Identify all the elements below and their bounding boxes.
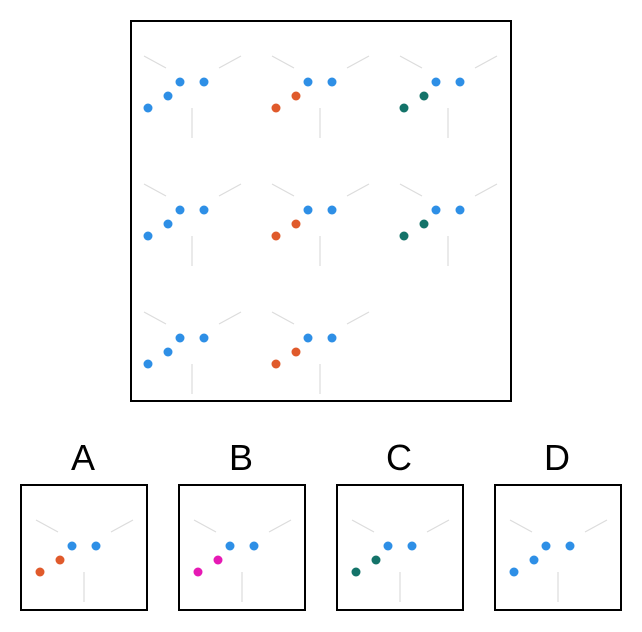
matrix-cell-r2c2-dot-lower-1 (271, 231, 281, 241)
option-c-guide-right (426, 519, 450, 533)
matrix-cell-r1c3-dot-upper-1 (431, 77, 441, 87)
matrix-cell-r1c3-dot-upper-2 (455, 77, 465, 87)
option-d-dot-upper-1 (541, 541, 551, 551)
option-d-guide-left (509, 519, 533, 533)
option-a-guide-left (35, 519, 59, 533)
option-label-d: D (544, 437, 570, 478)
option-c-motif (351, 519, 450, 602)
matrix-cell-r3c1-guide-right (218, 311, 242, 325)
matrix-cell-r1c2-dot-lower-1 (271, 103, 281, 113)
matrix-cell-r1c3-dot-lower-2 (419, 91, 429, 101)
option-d-dot-lower-2 (529, 555, 539, 565)
matrix-cell-r1c3-guide-left (399, 55, 423, 69)
option-b-dot-lower-1 (193, 567, 203, 577)
matrix-cell-r1c1-dot-lower-2 (163, 91, 173, 101)
option-c-dot-lower-1 (351, 567, 361, 577)
matrix-cell-r2c2-dot-upper-2 (327, 205, 337, 215)
matrix-cell-r3c2-dot-lower-2 (291, 347, 301, 357)
option-d-dot-upper-2 (565, 541, 575, 551)
matrix-cell-r2c3-guide-right (474, 183, 498, 197)
option-label-c: C (386, 437, 412, 478)
matrix-cell-r3c1-dot-upper-1 (175, 333, 185, 343)
matrix-cell-r2c1-guide-left (143, 183, 167, 197)
matrix-cell-r2c3-dot-lower-2 (419, 219, 429, 229)
matrix-cell-r3c2-motif (271, 311, 370, 394)
matrix-cell-r3c2-dot-lower-1 (271, 359, 281, 369)
matrix-cell-r2c3-dot-lower-1 (399, 231, 409, 241)
option-b-motif (193, 519, 292, 602)
option-a-dot-upper-2 (91, 541, 101, 551)
matrix-cell-r3c1-dot-upper-2 (199, 333, 209, 343)
matrix-cell-r3c2-guide-right (346, 311, 370, 325)
option-d-dot-lower-1 (509, 567, 519, 577)
option-d-guide-right (584, 519, 608, 533)
option-b-dot-upper-1 (225, 541, 235, 551)
matrix-cell-r2c2-dot-upper-1 (303, 205, 313, 215)
matrix-cell-r1c2-guide-left (271, 55, 295, 69)
matrix-cell-r3c2-dot-upper-2 (327, 333, 337, 343)
puzzle-matrix (130, 20, 512, 402)
matrix-cell-r3c2-dot-upper-1 (303, 333, 313, 343)
matrix-cell-r2c3-dot-upper-1 (431, 205, 441, 215)
option-c-dot-upper-2 (407, 541, 417, 551)
matrix-cell-r2c3-motif (399, 183, 498, 266)
matrix-cell-r2c2-guide-right (346, 183, 370, 197)
matrix-cell-r2c1-dot-lower-1 (143, 231, 153, 241)
option-label-b: B (228, 437, 253, 478)
option-a-guide-right (110, 519, 134, 533)
matrix-cell-r2c1-dot-upper-1 (175, 205, 185, 215)
matrix-cell-r1c2-motif (271, 55, 370, 138)
option-b-guide-right (268, 519, 292, 533)
matrix-cell-r3c1-dot-lower-1 (143, 359, 153, 369)
matrix-cell-r1c3-motif (399, 55, 498, 138)
option-c-guide-left (351, 519, 375, 533)
matrix-cell-r1c1-dot-upper-1 (175, 77, 185, 87)
matrix-cell-r1c2-dot-upper-1 (303, 77, 313, 87)
matrix-cell-r2c3-guide-left (399, 183, 423, 197)
matrix-cell-r2c2-motif (271, 183, 370, 266)
option-a-dot-upper-1 (67, 541, 77, 551)
matrix-cell-r1c2-guide-right (346, 55, 370, 69)
matrix-cell-r1c1-motif (143, 55, 242, 138)
option-label-a: A (70, 437, 95, 478)
option-a-motif (35, 519, 134, 602)
matrix-cell-r3c1-motif (143, 311, 242, 394)
matrix-cell-r3c1-dot-lower-2 (163, 347, 173, 357)
matrix-cell-r2c1-dot-upper-2 (199, 205, 209, 215)
matrix-cell-r2c1-motif (143, 183, 242, 266)
matrix-cell-r3c1-guide-left (143, 311, 167, 325)
matrix-cell-r2c3-dot-upper-2 (455, 205, 465, 215)
option-b-dot-upper-2 (249, 541, 259, 551)
option-a-dot-lower-2 (55, 555, 65, 565)
matrix-cell-r1c2-dot-upper-2 (327, 77, 337, 87)
matrix-cell-r1c2-dot-lower-2 (291, 91, 301, 101)
matrix-cell-r1c3-dot-lower-1 (399, 103, 409, 113)
matrix-cell-r1c1-guide-right (218, 55, 242, 69)
matrix-cell-r1c1-guide-left (143, 55, 167, 69)
matrix-cell-r1c1-dot-lower-1 (143, 103, 153, 113)
matrix-cell-r2c1-dot-lower-2 (163, 219, 173, 229)
matrix-cell-r1c1-dot-upper-2 (199, 77, 209, 87)
option-c-dot-upper-1 (383, 541, 393, 551)
matrix-cell-r1c3-guide-right (474, 55, 498, 69)
option-b-guide-left (193, 519, 217, 533)
matrix-cell-r3c2-guide-left (271, 311, 295, 325)
option-d-motif (509, 519, 608, 602)
option-a-dot-lower-1 (35, 567, 45, 577)
option-b-dot-lower-2 (213, 555, 223, 565)
matrix-cell-r2c2-guide-left (271, 183, 295, 197)
matrix-cell-r2c1-guide-right (218, 183, 242, 197)
option-c-dot-lower-2 (371, 555, 381, 565)
matrix-cell-r2c2-dot-lower-2 (291, 219, 301, 229)
